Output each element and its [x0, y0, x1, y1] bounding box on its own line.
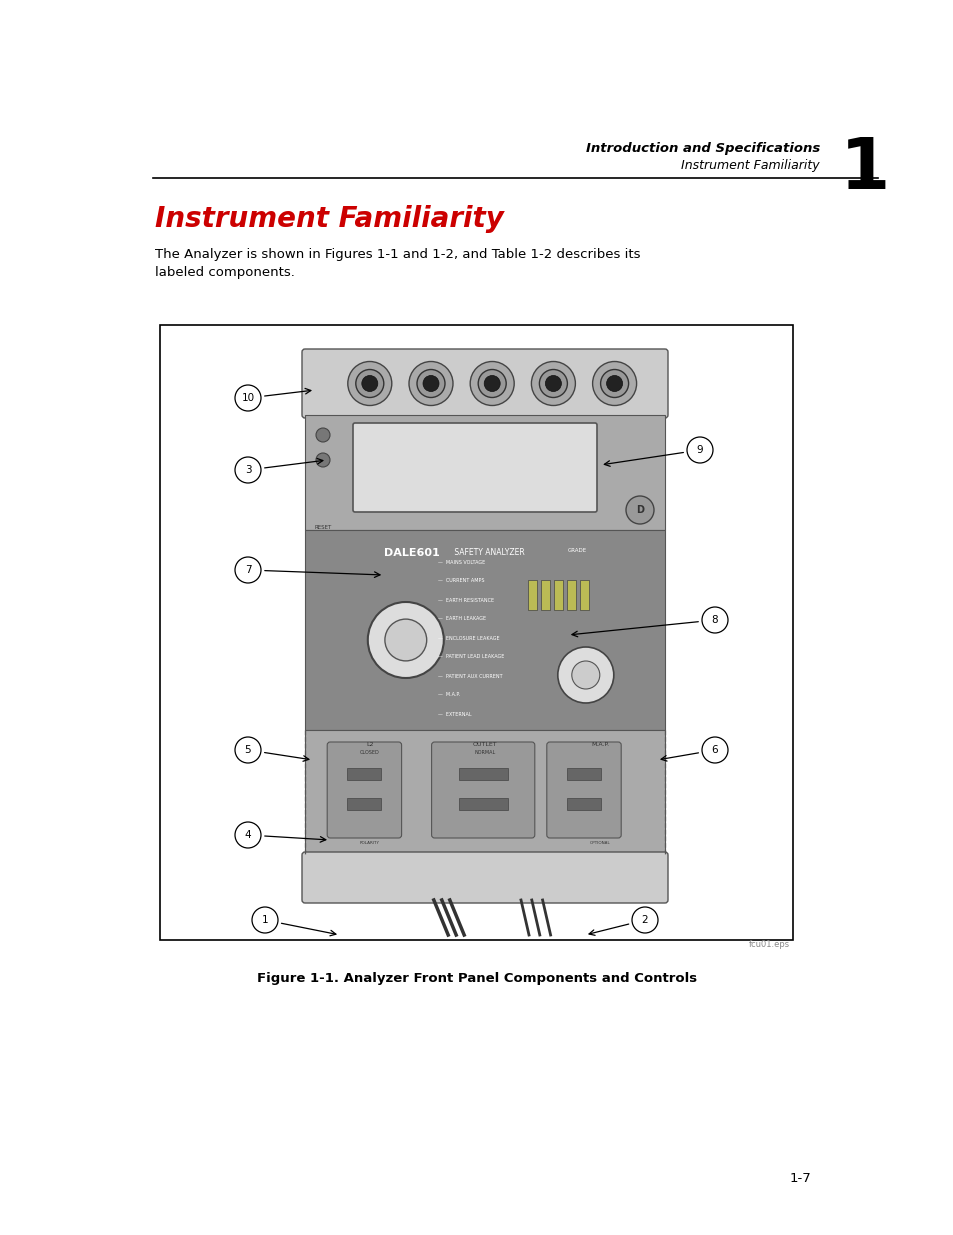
Bar: [579, 580, 589, 610]
Bar: [347, 768, 381, 781]
Text: —  EARTH RESISTANCE: — EARTH RESISTANCE: [437, 598, 494, 603]
Circle shape: [348, 362, 392, 405]
Circle shape: [701, 737, 727, 763]
FancyBboxPatch shape: [546, 742, 620, 839]
Text: RESET: RESET: [314, 525, 332, 530]
Circle shape: [315, 453, 330, 467]
Circle shape: [477, 369, 506, 398]
Text: 1: 1: [840, 135, 889, 204]
Circle shape: [234, 557, 261, 583]
Text: NORMAL: NORMAL: [474, 750, 496, 755]
Bar: [458, 768, 507, 781]
Text: —  PATIENT AUX CURRENT: — PATIENT AUX CURRENT: [437, 673, 502, 678]
Text: Figure 1-1. Analyzer Front Panel Components and Controls: Figure 1-1. Analyzer Front Panel Compone…: [256, 972, 697, 986]
Bar: [528, 580, 537, 610]
Text: SAFETY ANALYZER: SAFETY ANALYZER: [452, 548, 524, 557]
Circle shape: [234, 737, 261, 763]
Text: The Analyzer is shown in Figures 1-1 and 1-2, and Table 1-2 describes its
labele: The Analyzer is shown in Figures 1-1 and…: [154, 248, 639, 279]
Text: DALE601: DALE601: [384, 548, 439, 558]
Bar: [160, 325, 792, 940]
Text: —  MAINS VOLTAGE: — MAINS VOLTAGE: [437, 559, 485, 564]
Circle shape: [422, 375, 438, 391]
Circle shape: [686, 437, 712, 463]
FancyBboxPatch shape: [302, 350, 667, 417]
Text: fcu01.eps: fcu01.eps: [748, 940, 789, 948]
Text: POLARITY: POLARITY: [359, 841, 379, 845]
Text: 2: 2: [641, 915, 648, 925]
Circle shape: [606, 375, 622, 391]
Text: —  PATIENT LEAD LEAKAGE: — PATIENT LEAD LEAKAGE: [437, 655, 504, 659]
Circle shape: [701, 606, 727, 634]
Text: —  ENCLOSURE LEAKAGE: — ENCLOSURE LEAKAGE: [437, 636, 499, 641]
FancyBboxPatch shape: [327, 742, 401, 839]
Text: CLOSED: CLOSED: [359, 750, 379, 755]
Text: OUTLET: OUTLET: [472, 742, 497, 747]
Text: 8: 8: [711, 615, 718, 625]
Text: 9: 9: [696, 445, 702, 454]
Bar: [458, 798, 507, 810]
Circle shape: [315, 429, 330, 442]
FancyBboxPatch shape: [431, 742, 535, 839]
Text: D: D: [636, 505, 643, 515]
Circle shape: [384, 619, 426, 661]
Circle shape: [631, 906, 658, 932]
Text: 3: 3: [244, 466, 251, 475]
Text: L2: L2: [366, 742, 374, 747]
Text: —  EARTH LEAKAGE: — EARTH LEAKAGE: [437, 616, 486, 621]
Circle shape: [484, 375, 499, 391]
Text: —  EXTERNAL: — EXTERNAL: [437, 711, 472, 716]
Circle shape: [470, 362, 514, 405]
Text: —  M.A.P.: — M.A.P.: [437, 693, 459, 698]
Text: GRADE: GRADE: [567, 548, 586, 553]
Circle shape: [234, 823, 261, 848]
Circle shape: [234, 457, 261, 483]
Bar: [567, 580, 576, 610]
Circle shape: [592, 362, 636, 405]
Circle shape: [252, 906, 277, 932]
Text: 7: 7: [244, 564, 251, 576]
Circle shape: [545, 375, 560, 391]
Text: 10: 10: [241, 393, 254, 403]
Bar: [305, 415, 664, 530]
Text: 1-7: 1-7: [788, 1172, 810, 1186]
Text: 6: 6: [711, 745, 718, 755]
Text: —  CURRENT AMPS: — CURRENT AMPS: [437, 578, 484, 583]
FancyBboxPatch shape: [353, 424, 597, 513]
Circle shape: [416, 369, 444, 398]
Circle shape: [361, 375, 377, 391]
Circle shape: [558, 647, 613, 703]
Text: 1: 1: [261, 915, 268, 925]
Circle shape: [355, 369, 383, 398]
Bar: [347, 798, 381, 810]
Text: Introduction and Specifications: Introduction and Specifications: [585, 142, 820, 156]
Text: OPTIONAL: OPTIONAL: [589, 841, 610, 845]
Circle shape: [538, 369, 567, 398]
Bar: [540, 580, 550, 610]
Text: Instrument Familiarity: Instrument Familiarity: [154, 205, 503, 233]
Text: 4: 4: [244, 830, 251, 840]
Text: M.A.P.: M.A.P.: [591, 742, 609, 747]
Circle shape: [409, 362, 453, 405]
Circle shape: [571, 661, 599, 689]
Text: Instrument Familiarity: Instrument Familiarity: [680, 159, 820, 172]
Bar: [305, 530, 664, 730]
Circle shape: [625, 496, 654, 524]
Bar: [554, 580, 562, 610]
Bar: [566, 768, 600, 781]
Circle shape: [600, 369, 628, 398]
Bar: [305, 730, 664, 855]
Bar: [566, 798, 600, 810]
Circle shape: [234, 385, 261, 411]
FancyBboxPatch shape: [302, 852, 667, 903]
Circle shape: [368, 601, 443, 678]
Text: 5: 5: [244, 745, 251, 755]
Circle shape: [531, 362, 575, 405]
